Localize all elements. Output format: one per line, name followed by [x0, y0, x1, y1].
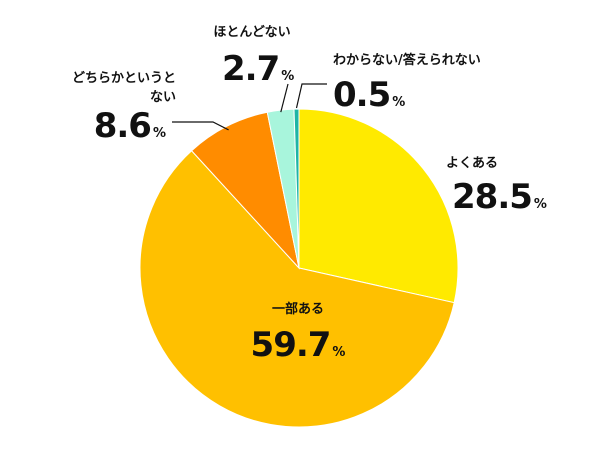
slice-label-sometimes: 一部ある	[272, 301, 324, 317]
slice-value-sometimes: 59.7%	[251, 325, 346, 365]
slice-label-very-often: よくある	[446, 156, 498, 171]
slice-label-unknown: わからない/答えられない	[333, 52, 481, 68]
slice-label-hardly-ever: ほとんどない	[213, 25, 290, 40]
slice-label-rather-not-line2: ない	[150, 90, 176, 105]
slice-value-very-often: 28.5%	[452, 177, 547, 217]
slice-value-unknown: 0.5%	[333, 75, 405, 115]
slice-value-hardly-ever: 2.7%	[222, 49, 294, 89]
slice-label-rather-not-line1: どちらかというと	[72, 71, 176, 86]
leader-lines	[172, 83, 327, 131]
pie-slice-sometimes	[139, 150, 455, 428]
slice-value-rather-not: 8.6%	[94, 106, 166, 146]
leader-line-unknown	[295, 83, 327, 109]
leader-line-rather-not	[172, 121, 229, 131]
pie-slices	[139, 108, 459, 428]
leader-line-hardly-ever	[280, 83, 289, 113]
pie-slice-very-often	[298, 108, 459, 304]
pie-slice-rather-not	[190, 111, 300, 270]
pie-slice-unknown	[293, 108, 300, 269]
